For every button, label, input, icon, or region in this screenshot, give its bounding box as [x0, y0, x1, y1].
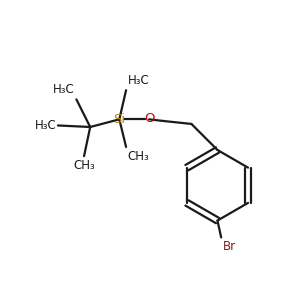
Text: CH₃: CH₃	[73, 159, 95, 172]
Text: CH₃: CH₃	[128, 150, 149, 163]
Text: H₃C: H₃C	[35, 119, 56, 132]
Text: H₃C: H₃C	[128, 74, 149, 86]
Text: O: O	[144, 112, 154, 125]
Text: Si: Si	[113, 113, 125, 126]
Text: Br: Br	[223, 240, 236, 253]
Text: H₃C: H₃C	[53, 83, 75, 96]
